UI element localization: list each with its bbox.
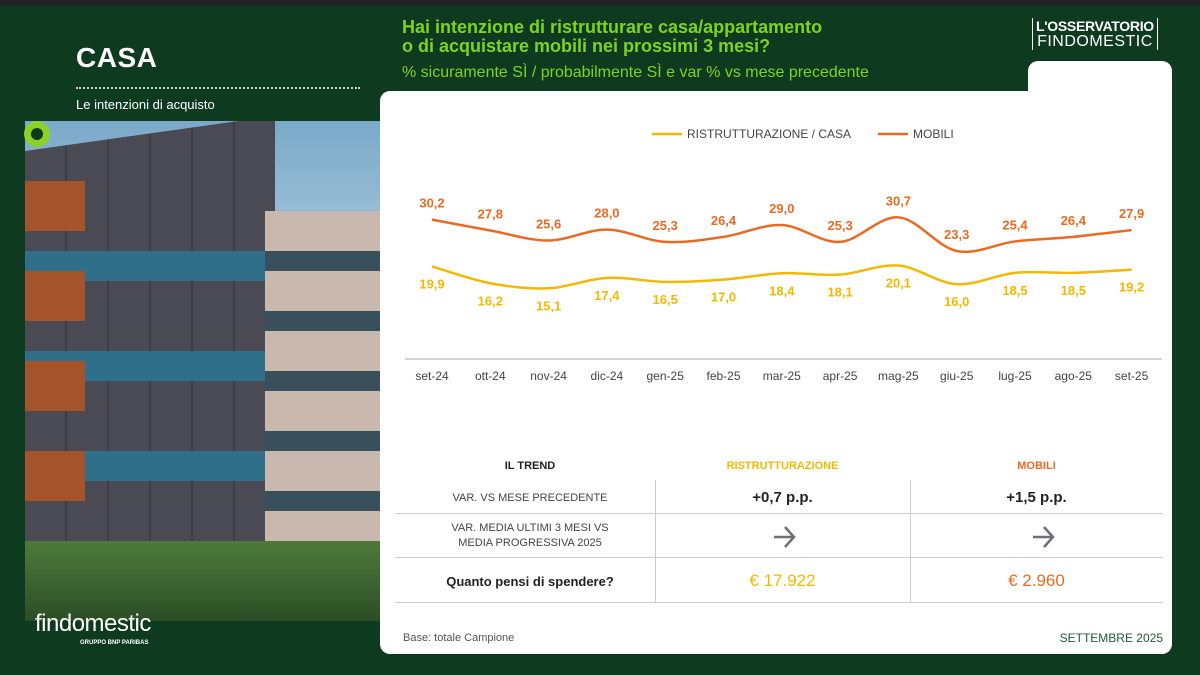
x-tick-label: mar-25 xyxy=(763,369,801,383)
question-title: Hai intenzione di ristrutturare casa/app… xyxy=(402,18,822,56)
brand-logo: L'OSSERVATORIO FINDOMESTIC xyxy=(1032,18,1158,50)
data-label: 17,0 xyxy=(711,290,736,305)
x-tick-label: ago-25 xyxy=(1055,369,1093,383)
data-label: 18,1 xyxy=(827,285,852,300)
data-label: 19,9 xyxy=(419,276,444,291)
data-label: 28,0 xyxy=(594,206,619,221)
series-line-mobili xyxy=(431,216,1132,254)
logo-subtitle: GRUPPO BNP PARIBAS xyxy=(80,640,149,646)
question-line-2: o di acquistare mobili nei prossimi 3 me… xyxy=(402,36,771,56)
data-label: 25,6 xyxy=(536,217,561,232)
question-line-1: Hai intenzione di ristrutturare casa/app… xyxy=(402,17,823,37)
data-label: 15,1 xyxy=(536,298,561,313)
findomestic-logo: findomestic xyxy=(35,610,151,637)
arrow-right-icon xyxy=(1033,526,1055,548)
series-line-ristrutturazione xyxy=(431,264,1132,290)
data-label: 26,4 xyxy=(1061,213,1087,228)
brand-line-2: FINDOMESTIC xyxy=(1037,33,1153,50)
data-label: 25,3 xyxy=(653,218,678,233)
x-tick-label: apr-25 xyxy=(823,369,858,383)
x-tick-label: feb-25 xyxy=(706,369,740,383)
table-header-ristrutturazione: RISTRUTTURAZIONE xyxy=(726,460,839,472)
row-label-line-2: MEDIA PROGRESSIVA 2025 xyxy=(458,537,602,549)
x-tick-label: set-25 xyxy=(1115,369,1149,383)
x-tick-label: giu-25 xyxy=(940,369,974,383)
data-label: 25,4 xyxy=(1002,217,1028,232)
row-label-line-1: VAR. MEDIA ULTIMI 3 MESI VS xyxy=(451,522,609,534)
legend-label: RISTRUTTURAZIONE / CASA xyxy=(687,127,851,141)
var-mese-mobili: +1,5 p.p. xyxy=(1006,489,1067,506)
row-label-var-mese: VAR. VS MESE PRECEDENTE xyxy=(452,492,608,504)
data-label: 20,1 xyxy=(886,276,911,291)
var-mese-ristrutturazione: +0,7 p.p. xyxy=(752,489,813,506)
spesa-mobili: € 2.960 xyxy=(1008,571,1065,590)
data-label: 27,8 xyxy=(478,207,503,222)
x-tick-label: nov-24 xyxy=(530,369,567,383)
content-panel xyxy=(380,91,1172,654)
footer-date: SETTEMBRE 2025 xyxy=(1059,631,1163,645)
x-tick-label: lug-25 xyxy=(998,369,1032,383)
x-tick-label: ott-24 xyxy=(475,369,506,383)
data-label: 27,9 xyxy=(1119,206,1144,221)
row-label-spesa: Quanto pensi di spendere? xyxy=(446,574,614,589)
x-tick-label: dic-24 xyxy=(591,369,624,383)
metric-subtitle: % sicuramente SÌ / probabilmente SÌ e va… xyxy=(402,64,869,81)
data-label: 19,2 xyxy=(1119,280,1144,295)
x-tick-label: gen-25 xyxy=(647,369,685,383)
arrow-right-icon xyxy=(774,526,796,548)
section-title: CASA xyxy=(76,42,158,73)
data-label: 18,5 xyxy=(1002,283,1027,298)
spesa-ristrutturazione: € 17.922 xyxy=(749,571,816,590)
data-label: 26,4 xyxy=(711,213,737,228)
footer-base: Base: totale Campione xyxy=(403,632,515,644)
table-header-mobili: MOBILI xyxy=(1017,460,1056,472)
data-label: 23,3 xyxy=(944,227,969,242)
row-label-var-media: VAR. MEDIA ULTIMI 3 MESI VS MEDIA PROGRES… xyxy=(405,521,655,551)
brand-line-1: L'OSSERVATORIO xyxy=(1036,18,1154,34)
legend-label: MOBILI xyxy=(913,127,954,141)
data-label: 25,3 xyxy=(827,218,852,233)
section-subtitle: Le intenzioni di acquisto xyxy=(76,97,215,112)
data-label: 18,5 xyxy=(1061,283,1086,298)
green-dot-icon xyxy=(24,121,50,147)
data-label: 30,2 xyxy=(419,196,444,211)
building-photo xyxy=(25,121,380,621)
divider xyxy=(76,87,360,89)
data-label: 16,0 xyxy=(944,294,969,309)
data-label: 17,4 xyxy=(594,288,620,303)
data-label: 16,2 xyxy=(478,293,503,308)
data-label: 16,5 xyxy=(653,292,678,307)
x-tick-label: set-24 xyxy=(415,369,449,383)
data-label: 18,4 xyxy=(769,283,795,298)
data-label: 29,0 xyxy=(769,201,794,216)
data-label: 30,7 xyxy=(886,193,911,208)
line-chart: set-24 ott-24 nov-24 dic-24 gen-25 feb-25 mar-… xyxy=(405,127,1162,383)
x-tick-label: mag-25 xyxy=(878,369,919,383)
table-header-trend: IL TREND xyxy=(504,460,556,472)
